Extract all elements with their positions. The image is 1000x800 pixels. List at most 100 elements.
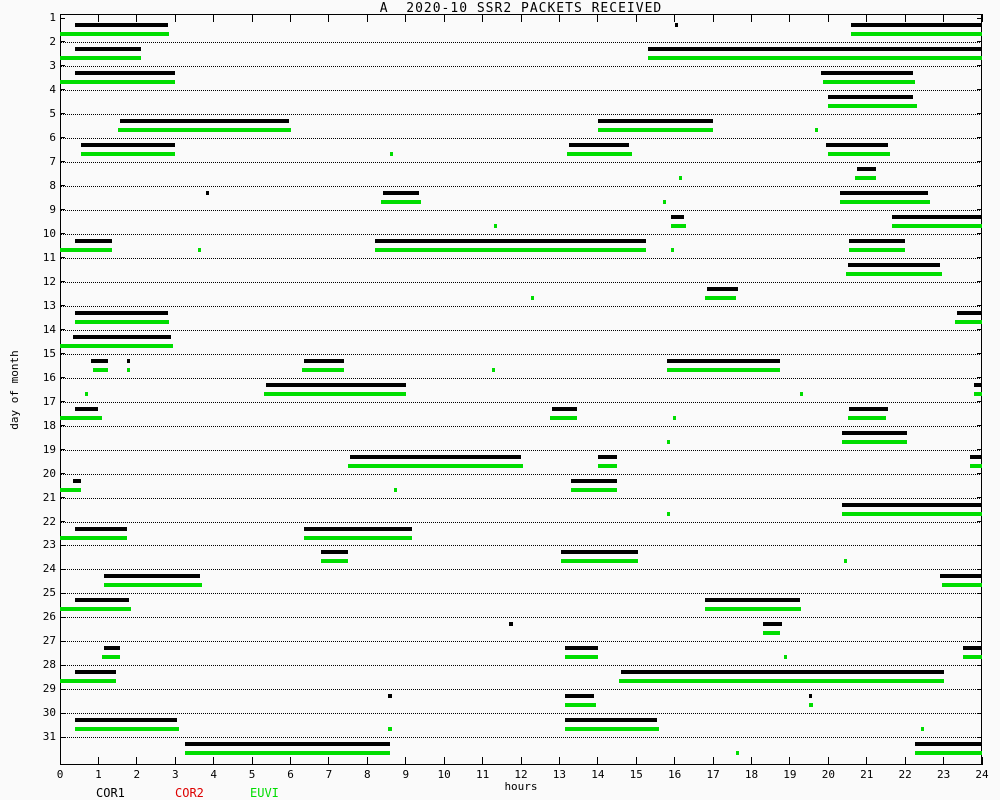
day-tick-label: 10	[42, 226, 56, 240]
euvi-bar	[380, 199, 422, 204]
day-tick-right	[977, 281, 982, 283]
day-tick-label: 25	[42, 586, 56, 600]
euvi-bar	[597, 463, 618, 468]
day-tick-label: 14	[42, 322, 56, 336]
day-tick-right	[977, 161, 982, 163]
day-tick-left	[60, 17, 65, 19]
euvi-bar	[75, 727, 180, 732]
cor1-bar	[75, 238, 112, 243]
cor1-bar	[849, 406, 888, 411]
euvi-bar	[822, 79, 915, 84]
day-tick-right	[977, 305, 982, 307]
day-gridline	[60, 521, 982, 523]
day-tick-label: 17	[42, 394, 56, 408]
euvi-bar	[851, 32, 982, 36]
day-tick-right	[977, 41, 982, 43]
day-gridline	[60, 473, 982, 475]
day-gridline	[60, 713, 982, 715]
euvi-bar	[492, 367, 496, 372]
hour-tick-bottom	[59, 757, 61, 765]
cor1-bar	[75, 46, 141, 51]
euvi-bar	[92, 367, 108, 372]
day-tick-label: 27	[42, 634, 56, 648]
day-tick-left	[60, 185, 65, 187]
euvi-bar	[549, 415, 577, 420]
day-tick-left	[60, 401, 65, 403]
cor1-bar	[75, 23, 168, 27]
euvi-bar	[117, 127, 291, 132]
hour-tick-label: 11	[475, 768, 490, 781]
day-gridline	[60, 497, 982, 499]
hour-tick-bottom	[635, 757, 637, 765]
hour-tick-bottom	[712, 757, 714, 765]
day-gridline	[60, 89, 982, 91]
day-tick-right	[977, 401, 982, 403]
hour-tick-top	[328, 14, 330, 22]
cor1-bar	[939, 574, 982, 579]
hour-tick-label: 4	[210, 768, 217, 781]
euvi-bar	[565, 727, 660, 732]
day-tick-right	[977, 353, 982, 355]
hour-tick-bottom	[443, 757, 445, 765]
day-tick-label: 1	[49, 11, 56, 24]
plot-frame	[60, 14, 982, 765]
cor1-bar	[388, 694, 392, 699]
euvi-bar	[841, 439, 908, 444]
day-tick-left	[60, 712, 65, 714]
legend-euvi: EUVI	[250, 786, 279, 800]
hour-tick-label: 24	[975, 768, 989, 781]
hour-tick-bottom	[558, 757, 560, 765]
hour-tick-label: 6	[287, 768, 294, 781]
cor1-bar	[620, 670, 944, 675]
day-gridline	[60, 257, 982, 259]
hour-tick-bottom	[328, 757, 330, 765]
euvi-bar	[955, 319, 982, 324]
hour-tick-top	[136, 14, 138, 22]
euvi-bar	[104, 583, 203, 588]
day-tick-label: 20	[42, 466, 56, 480]
day-tick-label: 15	[42, 346, 56, 360]
day-tick-label: 12	[42, 274, 56, 288]
euvi-bar	[127, 367, 130, 372]
euvi-bar	[962, 655, 982, 660]
day-tick-left	[60, 233, 65, 235]
hour-tick-top	[866, 14, 868, 22]
cor1-bar	[670, 214, 685, 219]
euvi-bar	[845, 271, 942, 276]
euvi-bar	[81, 151, 176, 156]
hour-tick-top	[97, 14, 99, 22]
hour-tick-top	[904, 14, 906, 22]
day-gridline	[60, 281, 982, 283]
cor1-bar	[119, 118, 289, 123]
euvi-bar	[618, 679, 944, 684]
euvi-bar	[841, 511, 982, 516]
cor1-bar	[75, 598, 130, 603]
euvi-bar	[809, 703, 813, 708]
hour-tick-top	[597, 14, 599, 22]
cor1-bar	[570, 478, 618, 483]
cor1-bar	[321, 550, 349, 555]
cor1-bar	[81, 142, 176, 147]
hour-tick-top	[405, 14, 407, 22]
euvi-bar	[570, 487, 618, 492]
day-gridline	[60, 737, 982, 739]
euvi-bar	[828, 151, 890, 156]
day-tick-right	[977, 185, 982, 187]
cor1-bar	[957, 310, 982, 315]
cor1-bar	[75, 70, 176, 75]
legend-cor1: COR1	[96, 786, 125, 800]
hour-tick-top	[213, 14, 215, 22]
hour-tick-top	[635, 14, 637, 22]
day-tick-label: 31	[42, 730, 56, 744]
day-tick-left	[60, 736, 65, 738]
euvi-bar	[494, 223, 498, 228]
cor1-bar	[597, 454, 618, 459]
hour-tick-bottom	[405, 757, 407, 765]
hour-tick-top	[712, 14, 714, 22]
euvi-bar	[303, 535, 412, 540]
day-tick-label: 19	[42, 442, 56, 456]
euvi-bar	[60, 55, 141, 60]
hour-tick-top	[981, 14, 983, 22]
euvi-bar	[60, 415, 103, 420]
